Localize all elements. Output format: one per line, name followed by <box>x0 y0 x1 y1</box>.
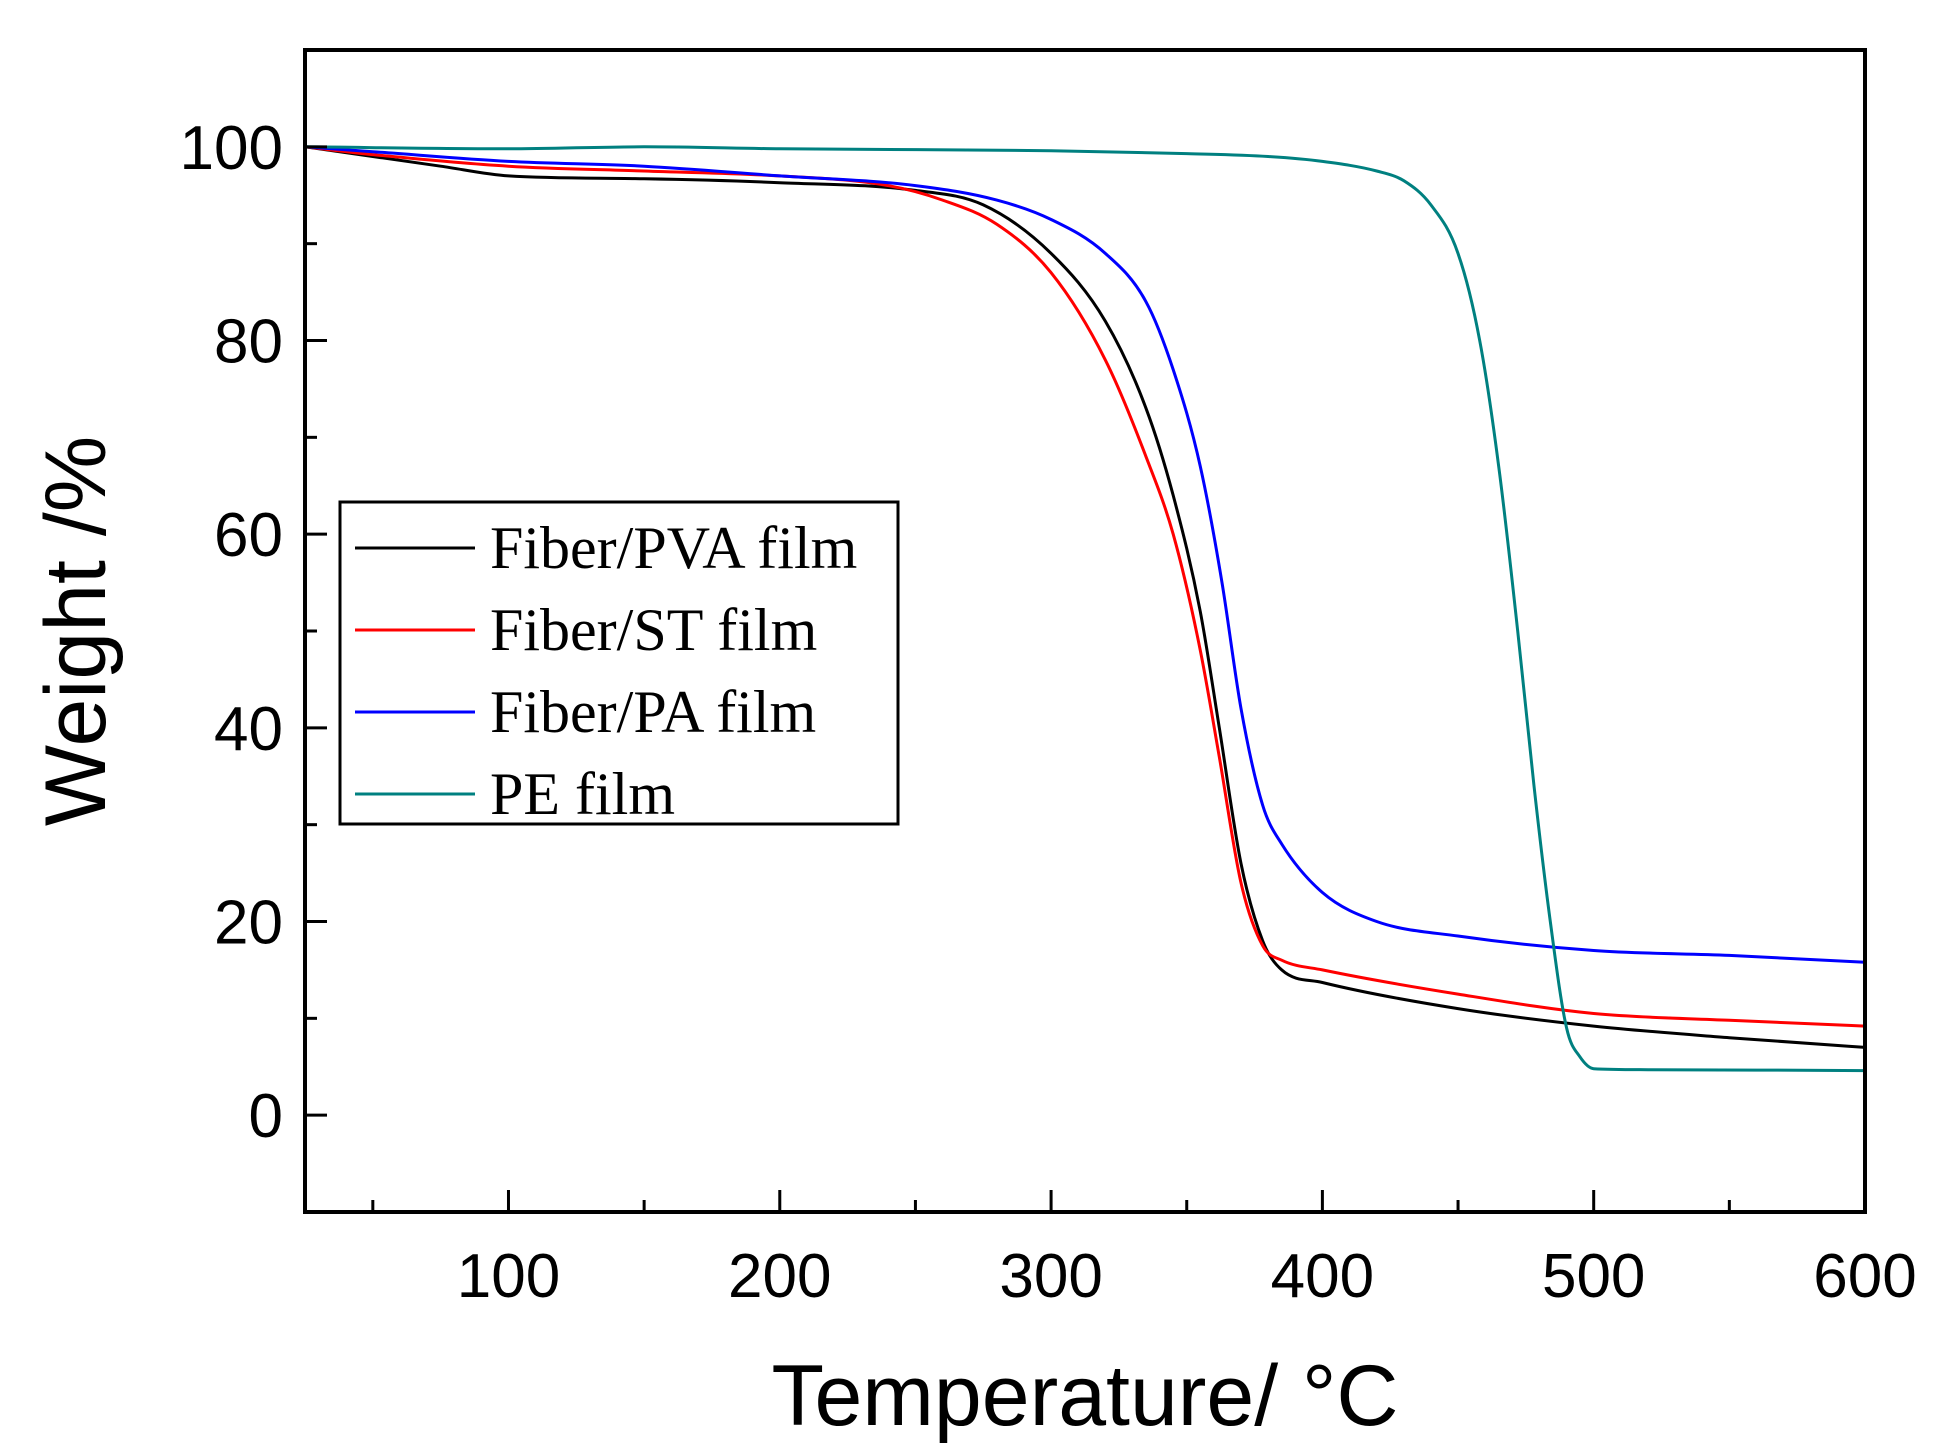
legend-label: PE film <box>490 761 675 827</box>
y-tick-label: 60 <box>214 501 283 570</box>
legend-label: Fiber/PA film <box>490 679 816 745</box>
x-tick-label: 500 <box>1542 1242 1645 1311</box>
x-tick-label: 100 <box>457 1242 560 1311</box>
legend: Fiber/PVA film Fiber/ST film Fiber/PA film… <box>338 500 900 827</box>
y-tick-label: 0 <box>249 1082 283 1151</box>
x-axis-ticks: 100 200 300 400 500 600 <box>371 1190 1917 1311</box>
y-tick-label: 40 <box>214 695 283 764</box>
y-tick-label: 80 <box>214 308 283 377</box>
plot-curves <box>304 145 1866 1073</box>
series-line-fiber-st-film <box>304 145 1866 1028</box>
x-tick-label: 200 <box>728 1242 831 1311</box>
y-tick-label: 100 <box>180 114 283 183</box>
y-tick-label: 20 <box>214 889 283 958</box>
x-axis-title: Temperature/ °C <box>771 1348 1398 1444</box>
x-tick-label: 600 <box>1813 1242 1916 1311</box>
legend-box <box>338 500 900 826</box>
series-line-pe-film <box>304 145 1866 1073</box>
y-axis-title: Weight /% <box>28 436 124 826</box>
series-line-fiber-pva-film <box>304 145 1866 1049</box>
y-axis-ticks: 0 20 40 60 80 100 <box>180 114 327 1151</box>
x-tick-label: 400 <box>1271 1242 1374 1311</box>
x-tick-label: 300 <box>999 1242 1102 1311</box>
legend-label: Fiber/ST film <box>490 597 817 663</box>
series-line-fiber-pa-film <box>304 145 1866 964</box>
legend-label: Fiber/PVA film <box>490 515 857 581</box>
